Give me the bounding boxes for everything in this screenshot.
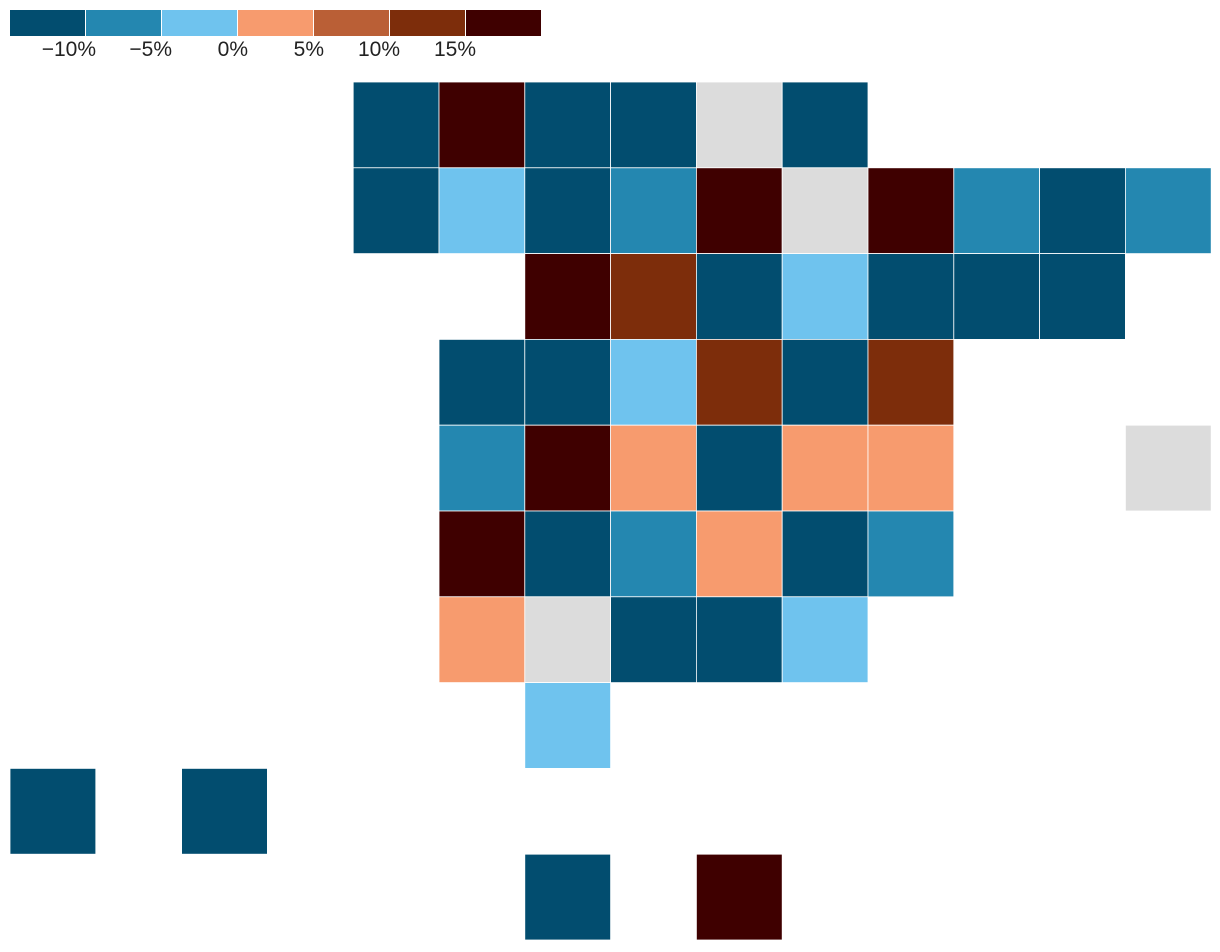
map-tile bbox=[438, 81, 526, 169]
map-tile bbox=[696, 424, 783, 512]
map-tile bbox=[524, 424, 611, 512]
map-tile bbox=[1039, 167, 1126, 255]
map-tile bbox=[781, 253, 869, 340]
map-tile bbox=[696, 167, 783, 255]
tile-grid bbox=[9, 81, 1212, 941]
map-tile bbox=[781, 596, 869, 683]
map-tile bbox=[352, 167, 440, 255]
map-tile bbox=[610, 81, 697, 169]
map-tile bbox=[610, 167, 697, 255]
legend-swatch bbox=[466, 10, 541, 36]
map-tile bbox=[181, 768, 268, 855]
map-tile bbox=[696, 853, 783, 941]
map-tile bbox=[867, 510, 955, 598]
map-tile bbox=[1039, 253, 1126, 340]
map-tile bbox=[781, 424, 869, 512]
legend-tick-label: −5% bbox=[129, 38, 172, 61]
map-tile bbox=[1125, 167, 1212, 255]
map-tile bbox=[953, 253, 1040, 340]
map-tile bbox=[610, 596, 697, 683]
map-tile bbox=[438, 596, 526, 683]
legend-swatch bbox=[314, 10, 389, 36]
map-tile bbox=[610, 510, 697, 598]
map-tile bbox=[438, 510, 526, 598]
map-tile bbox=[524, 853, 611, 941]
map-tile bbox=[867, 338, 955, 426]
map-tile bbox=[867, 253, 955, 340]
map-tile bbox=[524, 682, 611, 769]
legend-swatch bbox=[238, 10, 313, 36]
legend-swatch bbox=[162, 10, 237, 36]
map-tile bbox=[696, 510, 783, 598]
map-tile bbox=[781, 338, 869, 426]
legend-swatch bbox=[10, 10, 85, 36]
legend-tick-label: 15% bbox=[434, 38, 476, 61]
map-tile bbox=[696, 596, 783, 683]
legend-tick-label: 10% bbox=[358, 38, 400, 61]
map-tile bbox=[867, 424, 955, 512]
map-tile bbox=[524, 253, 611, 340]
map-tile bbox=[696, 338, 783, 426]
map-tile bbox=[524, 167, 611, 255]
map-tile bbox=[781, 167, 869, 255]
map-tile bbox=[352, 81, 440, 169]
legend-swatch bbox=[86, 10, 161, 36]
map-tile bbox=[1125, 424, 1212, 512]
map-tile bbox=[524, 510, 611, 598]
legend-swatch bbox=[390, 10, 465, 36]
map-tile bbox=[953, 167, 1040, 255]
map-tile bbox=[438, 167, 526, 255]
map-tile bbox=[610, 424, 697, 512]
map-tile bbox=[610, 338, 697, 426]
color-legend: −10% −5% 0% 5% 10% 15% bbox=[10, 10, 541, 61]
legend-tick-label: 5% bbox=[294, 38, 324, 61]
map-tile bbox=[9, 768, 97, 855]
map-tile bbox=[524, 81, 611, 169]
legend-tick-label: 0% bbox=[218, 38, 248, 61]
map-tile bbox=[438, 424, 526, 512]
map-tile bbox=[524, 338, 611, 426]
map-tile bbox=[696, 81, 783, 169]
map-tile bbox=[438, 338, 526, 426]
map-tile bbox=[867, 167, 955, 255]
map-tile bbox=[524, 596, 611, 683]
map-tile bbox=[696, 253, 783, 340]
map-tile bbox=[781, 81, 869, 169]
legend-tick-label: −10% bbox=[42, 38, 96, 61]
map-tile bbox=[781, 510, 869, 598]
map-tile bbox=[610, 253, 697, 340]
